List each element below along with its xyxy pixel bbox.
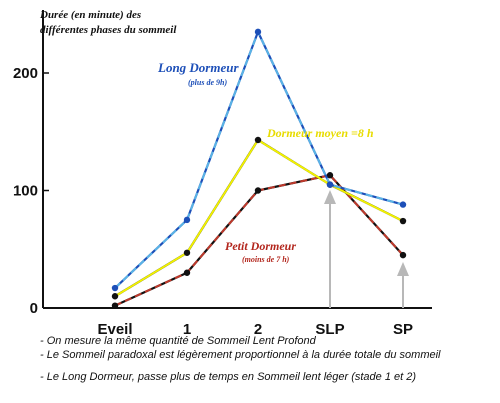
y-axis-label-line-2: différentes phases du sommeil: [40, 24, 177, 36]
series-label-long-dormeur: Long Dormeur: [157, 60, 239, 75]
data-point: [111, 302, 119, 309]
data-point: [183, 269, 191, 276]
y-ticks: 0 100 200: [13, 65, 49, 317]
y-tick-label: 100: [13, 183, 38, 200]
series-label-dormeur-moyen: Dormeur moyen =8 h: [266, 126, 374, 140]
y-axis-label: Durée (en minute) des différentes phases…: [39, 9, 177, 36]
note-1: - On mesure la même quantité de Sommeil …: [40, 335, 316, 347]
x-ticks: Eveil 1 2 SLP SP: [97, 321, 413, 335]
data-point: [254, 28, 262, 36]
data-point: [399, 217, 407, 225]
series-sublabel-long-dormeur: (plus de 9h): [188, 78, 227, 87]
data-point: [254, 136, 262, 144]
data-point: [183, 249, 191, 256]
annotation-arrow-head: [397, 262, 409, 276]
y-tick-label: 0: [30, 300, 38, 317]
x-tick-label: SLP: [315, 321, 344, 335]
data-point: [399, 251, 407, 259]
x-tick-label: 2: [254, 321, 262, 335]
series-sublabel-petit-dormeur: (moins de 7 h): [242, 255, 290, 264]
data-point: [254, 187, 262, 194]
note-2: - Le Sommeil paradoxal est légèrement pr…: [40, 349, 441, 361]
series-label-petit-dormeur: Petit Dormeur: [225, 239, 296, 253]
x-tick-label: 1: [183, 321, 191, 335]
data-point: [111, 293, 119, 300]
y-axis-label-line-1: Durée (en minute) des: [39, 9, 141, 21]
sleep-phase-chart: Durée (en minute) des différentes phases…: [13, 9, 432, 335]
data-point: [399, 201, 407, 208]
data-point: [326, 181, 334, 188]
data-point: [326, 172, 334, 179]
data-point: [111, 284, 119, 292]
annotation-arrow-head: [324, 190, 336, 204]
note-3: - Le Long Dormeur, passe plus de temps e…: [40, 371, 417, 383]
data-point: [183, 216, 191, 224]
y-tick-label: 200: [13, 65, 38, 82]
x-tick-label: SP: [393, 321, 413, 335]
series-lines: [111, 28, 407, 309]
series-labels: Long Dormeur (plus de 9h) Dormeur moyen …: [157, 60, 374, 264]
series-line-overlay: [114, 138, 404, 298]
x-tick-label: Eveil: [97, 321, 132, 335]
series-line: [114, 138, 404, 298]
annotation-arrows: [324, 190, 409, 308]
notes: - On mesure la même quantité de Sommeil …: [40, 334, 498, 384]
